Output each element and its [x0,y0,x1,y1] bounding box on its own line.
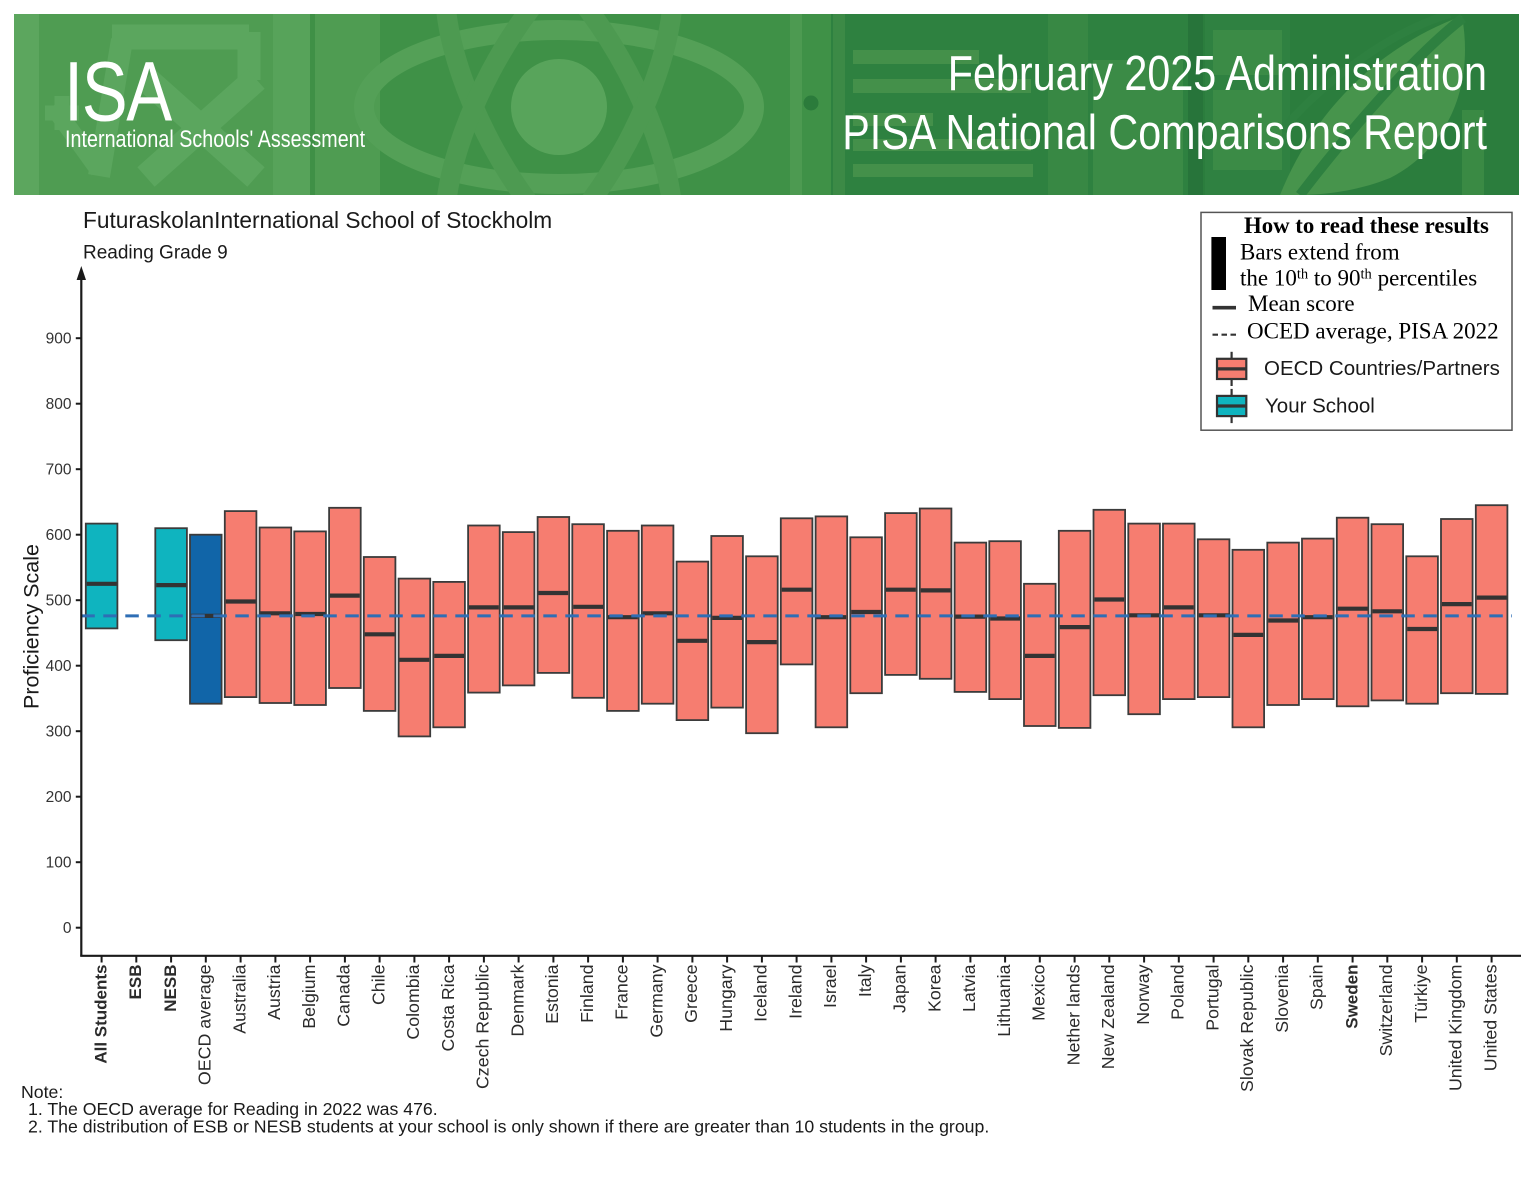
svg-text:Lithuania: Lithuania [994,964,1014,1036]
svg-text:Switzerland: Switzerland [1376,965,1396,1057]
svg-text:Reading Grade 9: Reading Grade 9 [83,243,228,264]
svg-text:OECD average: OECD average [195,964,215,1085]
svg-text:900: 900 [46,330,72,347]
svg-text:Japan: Japan [890,965,910,1013]
svg-text:Norway: Norway [1133,964,1153,1024]
svg-text:100: 100 [46,854,72,871]
svg-text:Poland: Poland [1168,965,1188,1020]
svg-text:Portugal: Portugal [1202,965,1222,1031]
svg-text:Colombia: Colombia [403,964,423,1039]
svg-text:Czech Republic: Czech Republic [473,964,493,1089]
svg-text:How to read these results: How to read these results [1244,213,1489,238]
svg-text:ISA: ISA [64,45,173,139]
svg-text:0: 0 [63,920,72,937]
svg-text:All Students: All Students [91,965,110,1064]
svg-text:Your School: Your School [1265,395,1375,418]
svg-text:International Schools' Assessm: International Schools' Assessment [65,125,365,152]
svg-text:Slovak Republic: Slovak Republic [1237,964,1257,1092]
svg-text:United Kingdom: United Kingdom [1446,965,1466,1092]
svg-text:Hungary: Hungary [716,964,736,1031]
svg-text:800: 800 [46,396,72,413]
svg-text:Ireland: Ireland [785,965,805,1019]
svg-text:OECD Countries/Partners: OECD Countries/Partners [1264,357,1500,380]
svg-text:Note:: Note: [21,1082,63,1102]
svg-text:Mexico: Mexico [1029,964,1049,1020]
svg-text:OCED average, PISA 2022: OCED average, PISA 2022 [1247,319,1499,344]
svg-text:Bars extend from: Bars extend from [1240,240,1400,265]
svg-text:February 2025 Administration: February 2025 Administration [948,46,1487,101]
svg-text:Denmark: Denmark [507,964,527,1036]
svg-text:Estonia: Estonia [542,964,562,1023]
svg-text:400: 400 [46,658,72,675]
svg-text:Iceland: Iceland [751,965,771,1022]
svg-text:ESB: ESB [126,965,145,1000]
svg-text:1. The OECD average for Readin: 1. The OECD average for Reading in 2022 … [28,1099,438,1119]
svg-text:Finland: Finland [577,965,597,1023]
svg-text:Costa Rica: Costa Rica [438,964,458,1051]
svg-text:the 10th to 90th percentiles: the 10th to 90th percentiles [1240,266,1477,291]
svg-text:France: France [612,964,632,1019]
svg-text:Proficiency Scale: Proficiency Scale [20,544,44,709]
svg-text:FuturaskolanInternational Scho: FuturaskolanInternational School of Stoc… [83,207,552,233]
svg-text:Korea: Korea [924,964,944,1012]
svg-text:600: 600 [46,527,72,544]
svg-text:300: 300 [46,723,72,740]
svg-text:Türkiye: Türkiye [1411,964,1431,1022]
svg-text:Latvia: Latvia [959,964,979,1012]
svg-text:Nether lands: Nether lands [1063,964,1083,1065]
svg-text:Sweden: Sweden [1342,965,1361,1029]
svg-text:United States: United States [1480,964,1500,1071]
svg-text:Canada: Canada [334,964,354,1026]
svg-text:Israel: Israel [820,965,840,1008]
svg-text:700: 700 [46,461,72,478]
svg-text:Belgium: Belgium [299,965,319,1029]
svg-text:Slovenia: Slovenia [1272,964,1292,1032]
svg-text:Mean score: Mean score [1248,291,1355,316]
svg-text:Australia: Australia [229,964,249,1033]
svg-text:Spain: Spain [1307,965,1327,1010]
svg-text:PISA National Comparisons Repo: PISA National Comparisons Report [842,105,1487,160]
svg-text:Italy: Italy [855,964,875,997]
svg-text:Austria: Austria [264,964,284,1019]
svg-text:NESB: NESB [161,965,180,1012]
svg-text:Germany: Germany [646,964,666,1037]
svg-text:200: 200 [46,789,72,806]
svg-text:2. The distribution of ESB or: 2. The distribution of ESB or NESB stude… [28,1116,989,1136]
svg-text:500: 500 [46,592,72,609]
svg-text:Chile: Chile [368,964,388,1005]
svg-text:New Zealand: New Zealand [1098,965,1118,1070]
svg-text:Greece: Greece [681,964,701,1022]
